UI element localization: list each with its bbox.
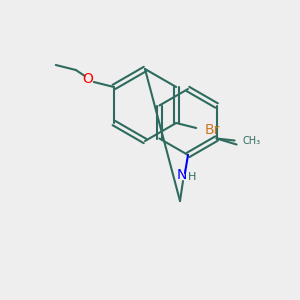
Text: H: H bbox=[188, 172, 196, 182]
Text: O: O bbox=[82, 72, 93, 86]
Text: N: N bbox=[177, 168, 187, 182]
Text: CH₃: CH₃ bbox=[243, 136, 261, 146]
Text: Br: Br bbox=[204, 123, 220, 137]
